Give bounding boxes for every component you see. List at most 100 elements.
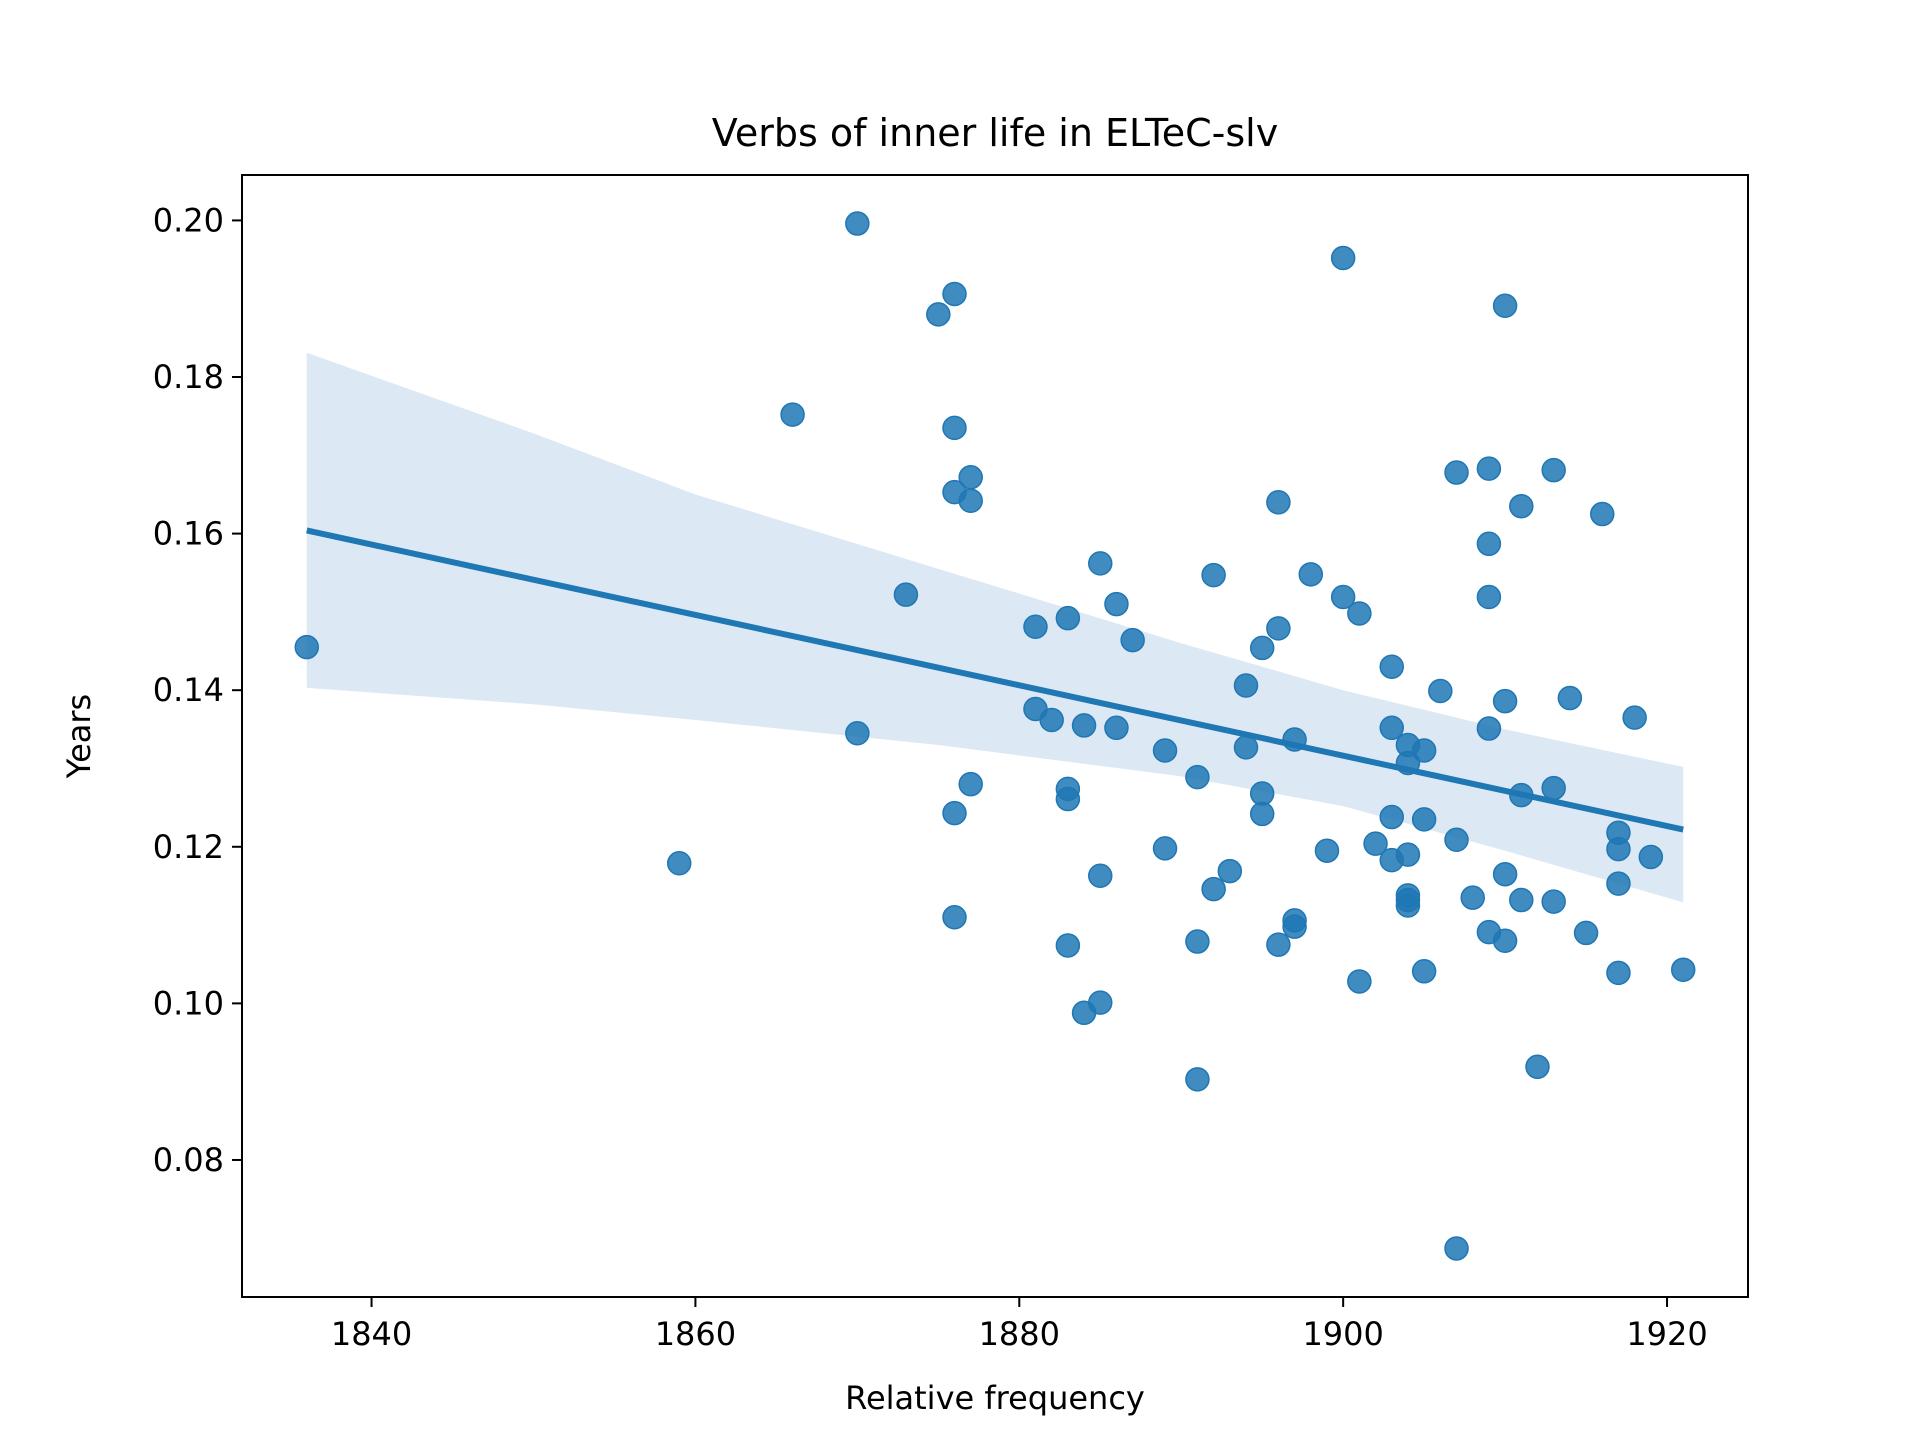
- data-point: [942, 281, 967, 307]
- confidence-band-layer: [306, 352, 1684, 903]
- data-point: [1411, 807, 1437, 832]
- data-point: [1411, 959, 1437, 984]
- data-point: [942, 415, 967, 441]
- data-point: [1395, 893, 1421, 918]
- data-point: [1509, 782, 1534, 808]
- data-point: [1622, 705, 1647, 730]
- data-point: [1152, 738, 1178, 763]
- data-point: [1428, 678, 1453, 704]
- data-point: [1395, 750, 1421, 776]
- data-point: [1217, 858, 1243, 884]
- data-point: [1509, 887, 1534, 913]
- data-point: [1476, 584, 1502, 610]
- data-point: [1492, 928, 1518, 953]
- data-point: [1071, 713, 1097, 738]
- data-point: [1330, 584, 1356, 610]
- data-point: [1233, 735, 1259, 760]
- data-point: [1023, 614, 1048, 640]
- data-point: [845, 211, 870, 236]
- x-axis-ticks: 1840 1860 1880 1900 1920: [331, 1297, 1708, 1353]
- data-point: [1509, 493, 1534, 519]
- data-point: [1606, 871, 1631, 896]
- data-point: [1476, 456, 1502, 481]
- data-point: [1557, 685, 1583, 711]
- regression-line: [306, 527, 1684, 833]
- data-point: [1363, 831, 1388, 856]
- data-point: [1201, 562, 1226, 588]
- data-point: [1444, 460, 1469, 485]
- data-point: [942, 800, 967, 826]
- data-point: [1185, 764, 1210, 790]
- data-point: [294, 634, 320, 660]
- data-point: [1266, 616, 1291, 641]
- data-point: [893, 582, 919, 607]
- data-point: [1395, 842, 1421, 867]
- data-point: [1541, 889, 1566, 914]
- plot-frame: [241, 174, 1749, 1298]
- data-point: [1266, 932, 1291, 957]
- x-tick-label: 1880: [979, 1315, 1060, 1353]
- y-tick-label: 0.10: [153, 984, 224, 1022]
- data-point: [1088, 990, 1113, 1015]
- data-point: [1201, 876, 1226, 902]
- data-point: [1379, 654, 1404, 679]
- y-tick-label: 0.12: [153, 828, 224, 866]
- data-point: [1185, 1067, 1210, 1092]
- y-tick-label: 0.14: [153, 671, 224, 709]
- data-point: [1233, 673, 1259, 698]
- data-points-layer: [294, 211, 1696, 1261]
- data-point: [1104, 591, 1129, 617]
- y-tick-label: 0.20: [153, 201, 224, 239]
- data-point: [1541, 457, 1566, 483]
- data-point: [1379, 804, 1404, 830]
- data-point: [942, 905, 967, 930]
- data-point: [1055, 605, 1081, 631]
- data-point: [1379, 715, 1404, 741]
- data-point: [1670, 957, 1696, 982]
- y-axis-ticks: 0.08 0.10 0.12 0.14 0.16 0.18 0.20: [153, 201, 242, 1179]
- data-point: [1266, 490, 1291, 515]
- data-point: [1088, 551, 1113, 576]
- data-point: [1606, 960, 1631, 986]
- data-point: [1298, 562, 1324, 587]
- data-point: [1444, 827, 1469, 852]
- data-point: [1444, 1236, 1469, 1261]
- data-point: [1249, 781, 1275, 806]
- data-point: [1330, 245, 1356, 271]
- x-tick-label: 1840: [331, 1315, 412, 1353]
- data-point: [1411, 738, 1437, 763]
- data-point: [1525, 1054, 1550, 1080]
- y-tick-label: 0.08: [153, 1141, 224, 1179]
- data-point: [1088, 863, 1113, 889]
- data-point: [1460, 885, 1485, 910]
- data-point: [1249, 635, 1275, 661]
- data-point: [1606, 836, 1631, 862]
- data-point: [1590, 501, 1615, 527]
- data-point: [1314, 838, 1340, 863]
- data-point: [926, 302, 951, 327]
- data-point: [1282, 727, 1307, 752]
- data-point: [666, 850, 692, 876]
- data-point: [1347, 601, 1372, 626]
- data-point: [780, 402, 805, 427]
- data-point: [1476, 531, 1502, 557]
- data-point: [1492, 688, 1518, 714]
- x-tick-label: 1920: [1626, 1315, 1707, 1353]
- data-point: [1249, 801, 1275, 827]
- data-point: [1347, 969, 1372, 994]
- regression-line-layer: [306, 527, 1684, 833]
- x-tick-label: 1900: [1302, 1315, 1383, 1353]
- data-point: [1055, 786, 1081, 812]
- data-point: [845, 721, 870, 746]
- data-point: [958, 771, 983, 797]
- x-tick-label: 1860: [655, 1315, 736, 1353]
- confidence-band: [306, 352, 1684, 903]
- chart-title: Verbs of inner life in ELTeC-slv: [712, 111, 1278, 155]
- data-point: [1120, 627, 1145, 653]
- y-tick-label: 0.16: [153, 515, 224, 553]
- data-point: [1638, 844, 1664, 870]
- data-point: [1573, 920, 1599, 946]
- data-point: [1152, 836, 1178, 861]
- data-point: [1039, 707, 1064, 733]
